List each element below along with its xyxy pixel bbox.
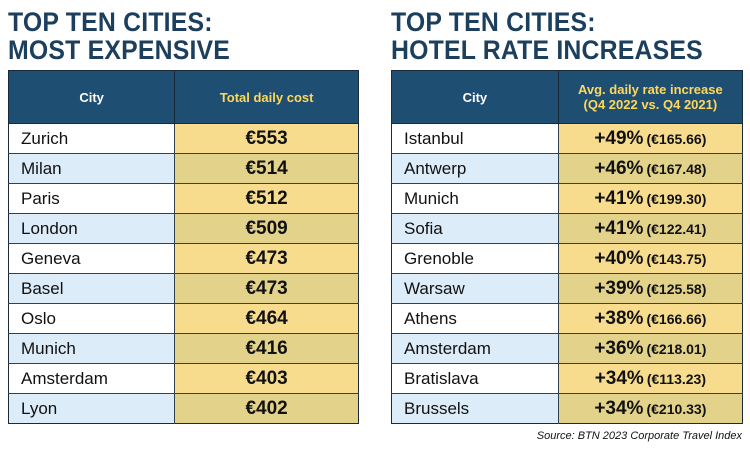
table-row: Grenoble +40% (€143.75) — [391, 243, 743, 274]
city-cell: Munich — [8, 333, 176, 364]
daily-cost-cell: €509 — [174, 213, 359, 244]
city-cell: Milan — [8, 153, 176, 184]
rate-amount: (€218.01) — [646, 340, 707, 357]
daily-cost-cell: €473 — [174, 243, 359, 274]
city-cell: Brussels — [391, 393, 559, 424]
city-cell: Istanbul — [391, 123, 559, 154]
city-cell: Lyon — [8, 393, 176, 424]
city-cell: Grenoble — [391, 243, 559, 274]
hotel-rate-increases-title: TOP TEN CITIES: HOTEL RATE INCREASES — [391, 0, 715, 70]
title-line-1: TOP TEN CITIES: — [391, 7, 596, 37]
table-row: Zurich €553 — [8, 123, 359, 154]
table-row: Paris €512 — [8, 183, 359, 214]
percent-increase: +38% — [594, 307, 644, 329]
rate-increase-header-line-1: Avg. daily rate increase — [577, 82, 723, 97]
rate-amount: (€143.75) — [646, 250, 707, 267]
city-cell: Munich — [391, 183, 559, 214]
rate-increase-cell: +36% (€218.01) — [558, 333, 743, 364]
rate-increase-cell: +34% (€210.33) — [558, 393, 743, 424]
hotel-rate-increases-panel: TOP TEN CITIES: HOTEL RATE INCREASES Cit… — [391, 0, 743, 424]
city-cell: Sofia — [391, 213, 559, 244]
rate-amount: (€122.41) — [646, 220, 707, 237]
table-row: Sofia +41% (€122.41) — [391, 213, 743, 244]
rate-increase-cell: +49% (€165.66) — [558, 123, 743, 154]
percent-increase: +40% — [594, 247, 644, 269]
table-row: Milan €514 — [8, 153, 359, 184]
rate-increase-cell: +41% (€199.30) — [558, 183, 743, 214]
rate-increase-cell: +46% (€167.48) — [558, 153, 743, 184]
table-row: Lyon €402 — [8, 393, 359, 424]
city-cell: Amsterdam — [8, 363, 176, 394]
rate-amount: (€125.58) — [646, 280, 707, 297]
table-row: Antwerp +46% (€167.48) — [391, 153, 743, 184]
rate-increase-cell: +38% (€166.66) — [558, 303, 743, 334]
city-cell: Warsaw — [391, 273, 559, 304]
daily-cost-cell: €402 — [174, 393, 359, 424]
table-row: Istanbul +49% (€165.66) — [391, 123, 743, 154]
source-note: Source: BTN 2023 Corporate Travel Index — [536, 430, 742, 442]
percent-increase: +41% — [594, 187, 644, 209]
city-column-header: City — [391, 70, 559, 124]
percent-increase: +39% — [594, 277, 644, 299]
rate-increase-cell: +39% (€125.58) — [558, 273, 743, 304]
daily-cost-cell: €553 — [174, 123, 359, 154]
daily-cost-cell: €512 — [174, 183, 359, 214]
most-expensive-title: TOP TEN CITIES: MOST EXPENSIVE — [8, 0, 331, 70]
city-cell: Basel — [8, 273, 176, 304]
city-cell: Antwerp — [391, 153, 559, 184]
percent-increase: +36% — [594, 337, 644, 359]
city-cell: Paris — [8, 183, 176, 214]
city-cell: Zurich — [8, 123, 176, 154]
title-line-2: HOTEL RATE INCREASES — [391, 35, 703, 65]
most-expensive-panel: TOP TEN CITIES: MOST EXPENSIVE City Tota… — [8, 0, 359, 424]
percent-increase: +46% — [594, 157, 644, 179]
table-row: Brussels +34% (€210.33) — [391, 393, 743, 424]
table-row: Munich +41% (€199.30) — [391, 183, 743, 214]
rate-amount: (€199.30) — [646, 190, 707, 207]
rate-increase-header-line-2: (Q4 2022 vs. Q4 2021) — [583, 97, 718, 112]
percent-increase: +49% — [594, 127, 644, 149]
daily-cost-cell: €473 — [174, 273, 359, 304]
city-cell: Amsterdam — [391, 333, 559, 364]
table-row: Warsaw +39% (€125.58) — [391, 273, 743, 304]
rate-increase-cell: +34% (€113.23) — [558, 363, 743, 394]
title-line-2: MOST EXPENSIVE — [8, 35, 231, 65]
table-row: Athens +38% (€166.66) — [391, 303, 743, 334]
percent-increase: +34% — [594, 367, 644, 389]
total-daily-cost-column-header: Total daily cost — [174, 70, 359, 124]
rate-amount: (€113.23) — [646, 370, 706, 387]
most-expensive-table: City Total daily cost Zurich €553 Milan €5… — [8, 70, 359, 424]
daily-cost-cell: €403 — [174, 363, 359, 394]
daily-cost-cell: €514 — [174, 153, 359, 184]
table-row: Munich €416 — [8, 333, 359, 364]
rate-amount: (€167.48) — [646, 160, 707, 177]
rate-increase-cell: +40% (€143.75) — [558, 243, 743, 274]
table-row: Geneva €473 — [8, 243, 359, 274]
title-line-1: TOP TEN CITIES: — [8, 7, 213, 37]
city-cell: Athens — [391, 303, 559, 334]
city-column-header: City — [8, 70, 176, 124]
city-cell: London — [8, 213, 176, 244]
percent-increase: +41% — [594, 217, 644, 239]
rate-amount: (€165.66) — [646, 130, 707, 147]
table-row: Amsterdam €403 — [8, 363, 359, 394]
rate-amount: (€166.66) — [646, 310, 707, 327]
table-header-row: City Avg. daily rate increase (Q4 2022 v… — [391, 70, 743, 124]
table-row: Basel €473 — [8, 273, 359, 304]
rate-amount: (€210.33) — [646, 400, 707, 417]
table-row: Amsterdam +36% (€218.01) — [391, 333, 743, 364]
rate-increase-column-header: Avg. daily rate increase (Q4 2022 vs. Q4… — [558, 70, 743, 124]
city-cell: Oslo — [8, 303, 176, 334]
hotel-rate-increases-table: City Avg. daily rate increase (Q4 2022 v… — [391, 70, 743, 424]
table-header-row: City Total daily cost — [8, 70, 359, 124]
daily-cost-cell: €416 — [174, 333, 359, 364]
daily-cost-cell: €464 — [174, 303, 359, 334]
city-cell: Bratislava — [391, 363, 559, 394]
city-cell: Geneva — [8, 243, 176, 274]
percent-increase: +34% — [594, 397, 644, 419]
table-row: Oslo €464 — [8, 303, 359, 334]
table-row: Bratislava +34% (€113.23) — [391, 363, 743, 394]
rate-increase-cell: +41% (€122.41) — [558, 213, 743, 244]
table-row: London €509 — [8, 213, 359, 244]
